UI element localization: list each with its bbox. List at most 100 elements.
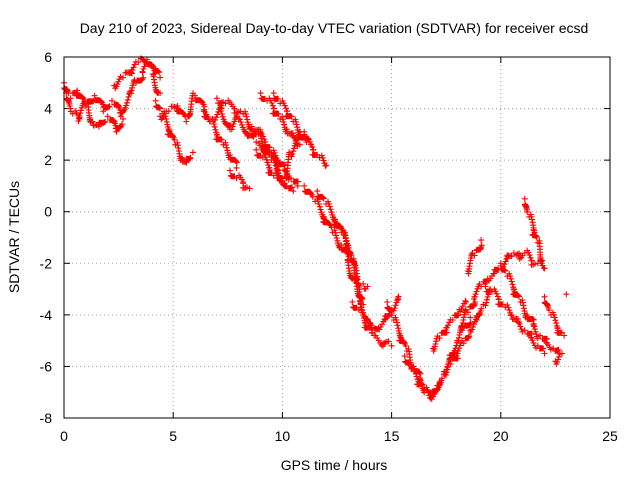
x-tick-label: 15 (384, 428, 400, 444)
series-sat-j (253, 146, 284, 184)
data-point-trace (414, 381, 426, 388)
data-point-trace (498, 265, 509, 274)
data-point (344, 242, 351, 249)
data-point-trace (402, 358, 413, 367)
data-point (397, 332, 404, 339)
x-tick-label: 5 (169, 428, 177, 444)
x-tick-label: 20 (493, 428, 509, 444)
data-point (294, 182, 301, 189)
data-point-trace (96, 118, 109, 126)
data-point-trace (239, 184, 250, 191)
data-point-trace (350, 304, 360, 311)
data-point-trace (434, 375, 445, 389)
data-point (508, 311, 515, 318)
data-point-trace (201, 113, 212, 121)
data-point (189, 149, 196, 156)
data-point-trace (458, 306, 469, 334)
data-point-trace (524, 315, 537, 323)
chart-title: Day 210 of 2023, Sidereal Day-to-day VTE… (80, 20, 589, 36)
series-sat-ag (563, 291, 570, 298)
data-point (541, 265, 548, 272)
data-point-trace (539, 335, 550, 342)
data-point (353, 275, 360, 282)
data-point-trace (179, 158, 189, 165)
data-point-trace (122, 69, 135, 77)
data-point (74, 87, 81, 94)
data-point (462, 299, 469, 305)
data-point-trace (231, 108, 244, 116)
data-point-trace (262, 147, 273, 158)
data-point-trace (552, 346, 562, 354)
y-tick-label: 0 (44, 204, 52, 220)
data-point (253, 146, 260, 153)
data-point (301, 182, 308, 189)
data-point-trace (290, 178, 301, 185)
data-point-trace (153, 103, 164, 112)
data-point-trace (516, 252, 526, 262)
data-point-trace (112, 121, 126, 132)
data-point (233, 164, 240, 171)
data-point (436, 335, 443, 342)
series-sat-f (200, 108, 240, 171)
data-point-trace (504, 302, 514, 319)
data-point (460, 340, 467, 347)
data-point (320, 213, 327, 220)
data-point-trace (318, 152, 329, 169)
data-point-trace (217, 105, 234, 129)
data-point-trace (274, 174, 286, 182)
data-point-trace (522, 201, 531, 216)
series-sat-w (430, 297, 469, 354)
data-point-trace (554, 329, 565, 336)
data-point-trace (536, 345, 547, 352)
data-point (471, 252, 478, 259)
data-point (157, 74, 164, 81)
data-point-trace (553, 351, 563, 367)
data-point (178, 154, 185, 161)
data-point-trace (227, 172, 238, 180)
data-point (331, 216, 338, 223)
data-point (561, 332, 568, 339)
data-point-trace (466, 299, 479, 311)
data-point-trace (265, 169, 275, 176)
data-point-trace (530, 320, 541, 342)
data-point-trace (183, 154, 194, 162)
data-point-trace (63, 95, 74, 115)
data-point-trace (515, 318, 526, 335)
data-point-trace (258, 95, 268, 103)
data-point-trace (284, 130, 296, 137)
data-point (362, 319, 369, 326)
data-point-trace (213, 136, 225, 143)
y-tick-label: 4 (44, 101, 52, 117)
series-sat-y (465, 237, 485, 277)
data-point-trace (528, 260, 538, 268)
data-point-trace (112, 73, 124, 92)
data-point-trace (228, 113, 240, 133)
data-point-trace (315, 193, 327, 202)
data-point (200, 108, 207, 115)
data-point (157, 90, 164, 97)
data-point-trace (332, 221, 343, 230)
data-point-trace (361, 324, 374, 331)
series-sat-s (349, 293, 402, 336)
data-point (165, 108, 172, 115)
series-sat-ad (515, 247, 548, 272)
series-sat-o (301, 128, 314, 148)
data-point (384, 299, 391, 305)
data-point-trace (541, 299, 552, 314)
data-point (541, 350, 548, 357)
data-point-trace (301, 188, 316, 200)
data-point-trace (320, 218, 335, 231)
data-point-trace (509, 315, 521, 323)
data-points (61, 55, 570, 403)
data-point (349, 299, 356, 305)
data-point-trace (396, 337, 409, 349)
data-point-trace (524, 330, 535, 337)
data-point-trace (283, 149, 293, 182)
data-point (521, 195, 528, 202)
data-point (213, 131, 220, 138)
series-sat-ae (541, 293, 568, 339)
data-point-trace (529, 231, 540, 241)
data-point (364, 283, 371, 290)
plot-frame (63, 56, 611, 419)
data-point (301, 128, 308, 135)
